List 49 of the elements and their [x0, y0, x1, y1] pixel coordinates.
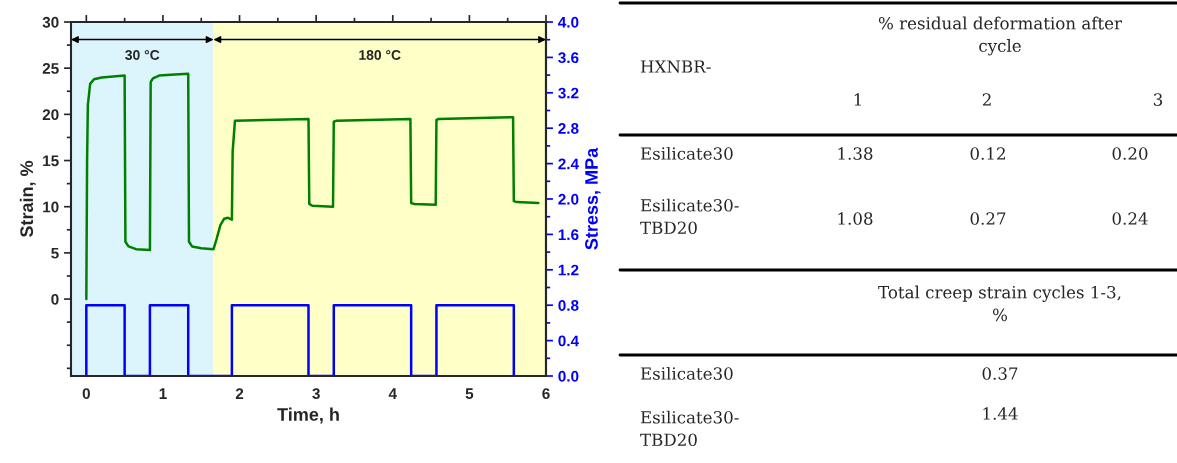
y2-tick-label: 1.6	[558, 229, 579, 241]
y-tick-label: 20	[42, 109, 59, 121]
x-tick-label: 2	[235, 388, 244, 399]
band-label: 180 °C	[359, 50, 401, 60]
y2-tick-label: 3.2	[558, 87, 579, 99]
text: 1.44	[983, 407, 1018, 420]
text: 0.12	[970, 147, 1005, 160]
x-tick-label: 5	[465, 388, 474, 400]
text: 1	[854, 93, 861, 106]
x-tick-label: 4	[388, 388, 397, 399]
x-tick-label: 3	[312, 388, 320, 400]
y2-tick-label: 4.0	[558, 16, 579, 28]
text: 0.24	[1112, 212, 1148, 225]
y-tick-label: 30	[42, 16, 59, 28]
text: % residual deformation after cycle	[878, 16, 1122, 56]
x-tick-label: 1	[159, 388, 167, 399]
text: HXNBR-	[640, 60, 711, 73]
text: Total creep strain cycles 1-3, %	[878, 285, 1121, 322]
text: 3	[1153, 93, 1163, 106]
y-tick-label: 25	[42, 63, 59, 74]
band-label: 30 °C	[125, 50, 160, 60]
y2-tick-label: 0.0	[558, 370, 579, 382]
y-axis-title: Strain, %	[19, 160, 36, 238]
y2-tick-label: 3.6	[558, 52, 579, 64]
x-tick-label: 6	[542, 388, 550, 400]
y2-tick-label: 1.2	[558, 264, 579, 276]
y-tick-label: 15	[43, 155, 59, 167]
y-tick-label: 5	[51, 247, 59, 259]
text: 0.20	[1112, 147, 1148, 160]
y2-tick-label: 0.8	[558, 300, 579, 311]
text: Esilicate30- TBD20	[640, 198, 739, 235]
y-tick-label: 0	[51, 293, 59, 305]
text: 1.38	[838, 147, 873, 160]
y2-tick-label: 2.8	[558, 123, 579, 134]
x-tick-label: 0	[82, 388, 90, 400]
text: Esilicate30- TBD20	[640, 410, 739, 447]
text: 2	[982, 93, 991, 106]
text: Esilicate30	[640, 146, 733, 160]
line-series	[85, 72, 540, 301]
y-tick-label: 10	[43, 201, 59, 213]
y2-tick-label: 2.0	[558, 193, 579, 205]
text: 0.37	[982, 367, 1018, 380]
y2-axis-title: Stress, MPa	[585, 147, 601, 250]
y2-tick-label: 2.4	[558, 158, 579, 170]
text: Esilicate30	[640, 366, 733, 380]
y2-tick-label: 0.4	[558, 335, 579, 347]
text: 0.27	[970, 212, 1006, 225]
x-axis-title: Time, h	[277, 407, 339, 424]
text: 1.08	[838, 212, 873, 225]
